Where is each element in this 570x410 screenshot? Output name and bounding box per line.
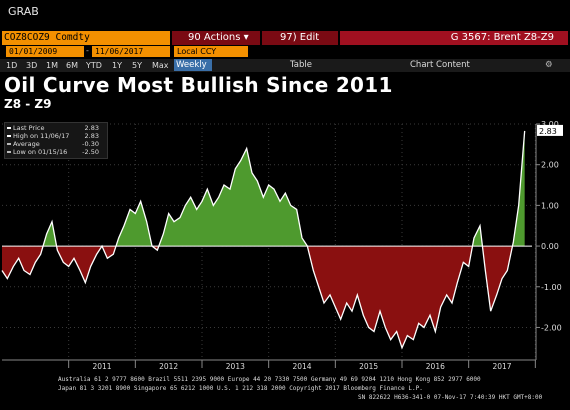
period-button-max[interactable]: Max — [152, 61, 169, 70]
actions-menu[interactable]: 90 Actions ▾ — [172, 31, 260, 45]
footer-line-3: SN 822622 H636-341-0 07-Nov-17 7:40:39 H… — [358, 394, 543, 401]
legend-row: Last Price 2.83 — [7, 124, 105, 132]
footer-line-1: Australia 61 2 9777 8600 Brazil 5511 239… — [58, 376, 481, 383]
last-price-tag — [537, 124, 563, 136]
currency-select[interactable]: Local CCY — [174, 46, 248, 57]
chart-subtitle: Z8 - Z9 — [4, 97, 52, 111]
y-tick-label: -2.00 — [541, 323, 562, 332]
legend-label: High on 11/06/17 — [13, 132, 70, 140]
period-button-3d[interactable]: 3D — [26, 61, 38, 70]
y-tick-label: 0.00 — [541, 242, 559, 251]
legend-label: Average — [13, 140, 40, 148]
date-separator: - — [86, 46, 89, 55]
period-button-ytd[interactable]: YTD — [86, 61, 102, 70]
footer-line-2: Japan 81 3 3201 8900 Singapore 65 6212 1… — [58, 385, 423, 392]
x-tick-label: 2015 — [359, 362, 378, 371]
legend-swatch — [7, 151, 11, 153]
legend-row: High on 11/06/17 2.83 — [7, 132, 105, 140]
footer: Australia 61 2 9777 8600 Brazil 5511 239… — [0, 372, 570, 410]
y-tick-label: 3.00 — [541, 120, 559, 129]
period-button-6m[interactable]: 6M — [66, 61, 78, 70]
legend-label: Low on 01/15/16 — [13, 148, 68, 156]
legend-row: Average -0.30 — [7, 140, 105, 148]
start-date-field[interactable]: 01/01/2009 — [6, 46, 84, 57]
x-tick-label: 2011 — [92, 362, 111, 371]
last-price-label: 2.83 — [539, 127, 557, 136]
period-button-1y[interactable]: 1Y — [112, 61, 122, 70]
x-tick-label: 2017 — [492, 362, 511, 371]
x-tick-label: 2016 — [426, 362, 445, 371]
period-bar — [0, 59, 570, 72]
x-tick-label: 2014 — [292, 362, 311, 371]
end-date-field[interactable]: 11/06/2017 — [92, 46, 170, 57]
chart-legend: Last Price 2.83 High on 11/06/17 2.83 Averag… — [4, 122, 108, 159]
legend-value: 2.83 — [84, 124, 99, 132]
legend-swatch — [7, 143, 11, 145]
y-tick-label: 1.00 — [541, 201, 559, 210]
security-field[interactable]: COZ8COZ9 Comdty — [2, 31, 170, 45]
table-button[interactable]: Table — [290, 60, 312, 70]
x-tick-label: 2012 — [159, 362, 178, 371]
grab-label: GRAB — [8, 5, 39, 18]
legend-value: -2.50 — [82, 148, 99, 156]
period-button-5y[interactable]: 5Y — [132, 61, 142, 70]
legend-value: -0.30 — [82, 140, 99, 148]
chart-content-button[interactable]: Chart Content — [410, 60, 470, 70]
chart-title: Oil Curve Most Bullish Since 2011 — [4, 73, 393, 97]
area-negative — [2, 246, 525, 348]
x-tick-label: 2013 — [226, 362, 245, 371]
series-line — [1, 130, 526, 350]
period-button-1d[interactable]: 1D — [6, 61, 18, 70]
chart-area: 3.00 2.00 1.00 0.00 -1.00 -2.00 2.83 2011 2012 20… — [1, 120, 563, 371]
y-tick-label: -1.00 — [541, 283, 562, 292]
legend-swatch — [7, 135, 11, 137]
period-button-1m[interactable]: 1M — [46, 61, 58, 70]
legend-row: Low on 01/15/16 -2.50 — [7, 148, 105, 156]
gear-icon[interactable]: ⚙ — [545, 60, 553, 70]
y-tick-label: 2.00 — [541, 161, 559, 170]
legend-value: 2.83 — [84, 132, 99, 140]
area-positive — [43, 130, 525, 247]
frequency-select[interactable]: Weekly — [174, 59, 212, 71]
legend-label: Last Price — [13, 124, 45, 132]
graph-title: G 3567: Brent Z8-Z9 — [340, 31, 568, 45]
legend-swatch — [7, 127, 11, 129]
edit-menu[interactable]: 97) Edit — [262, 31, 338, 45]
